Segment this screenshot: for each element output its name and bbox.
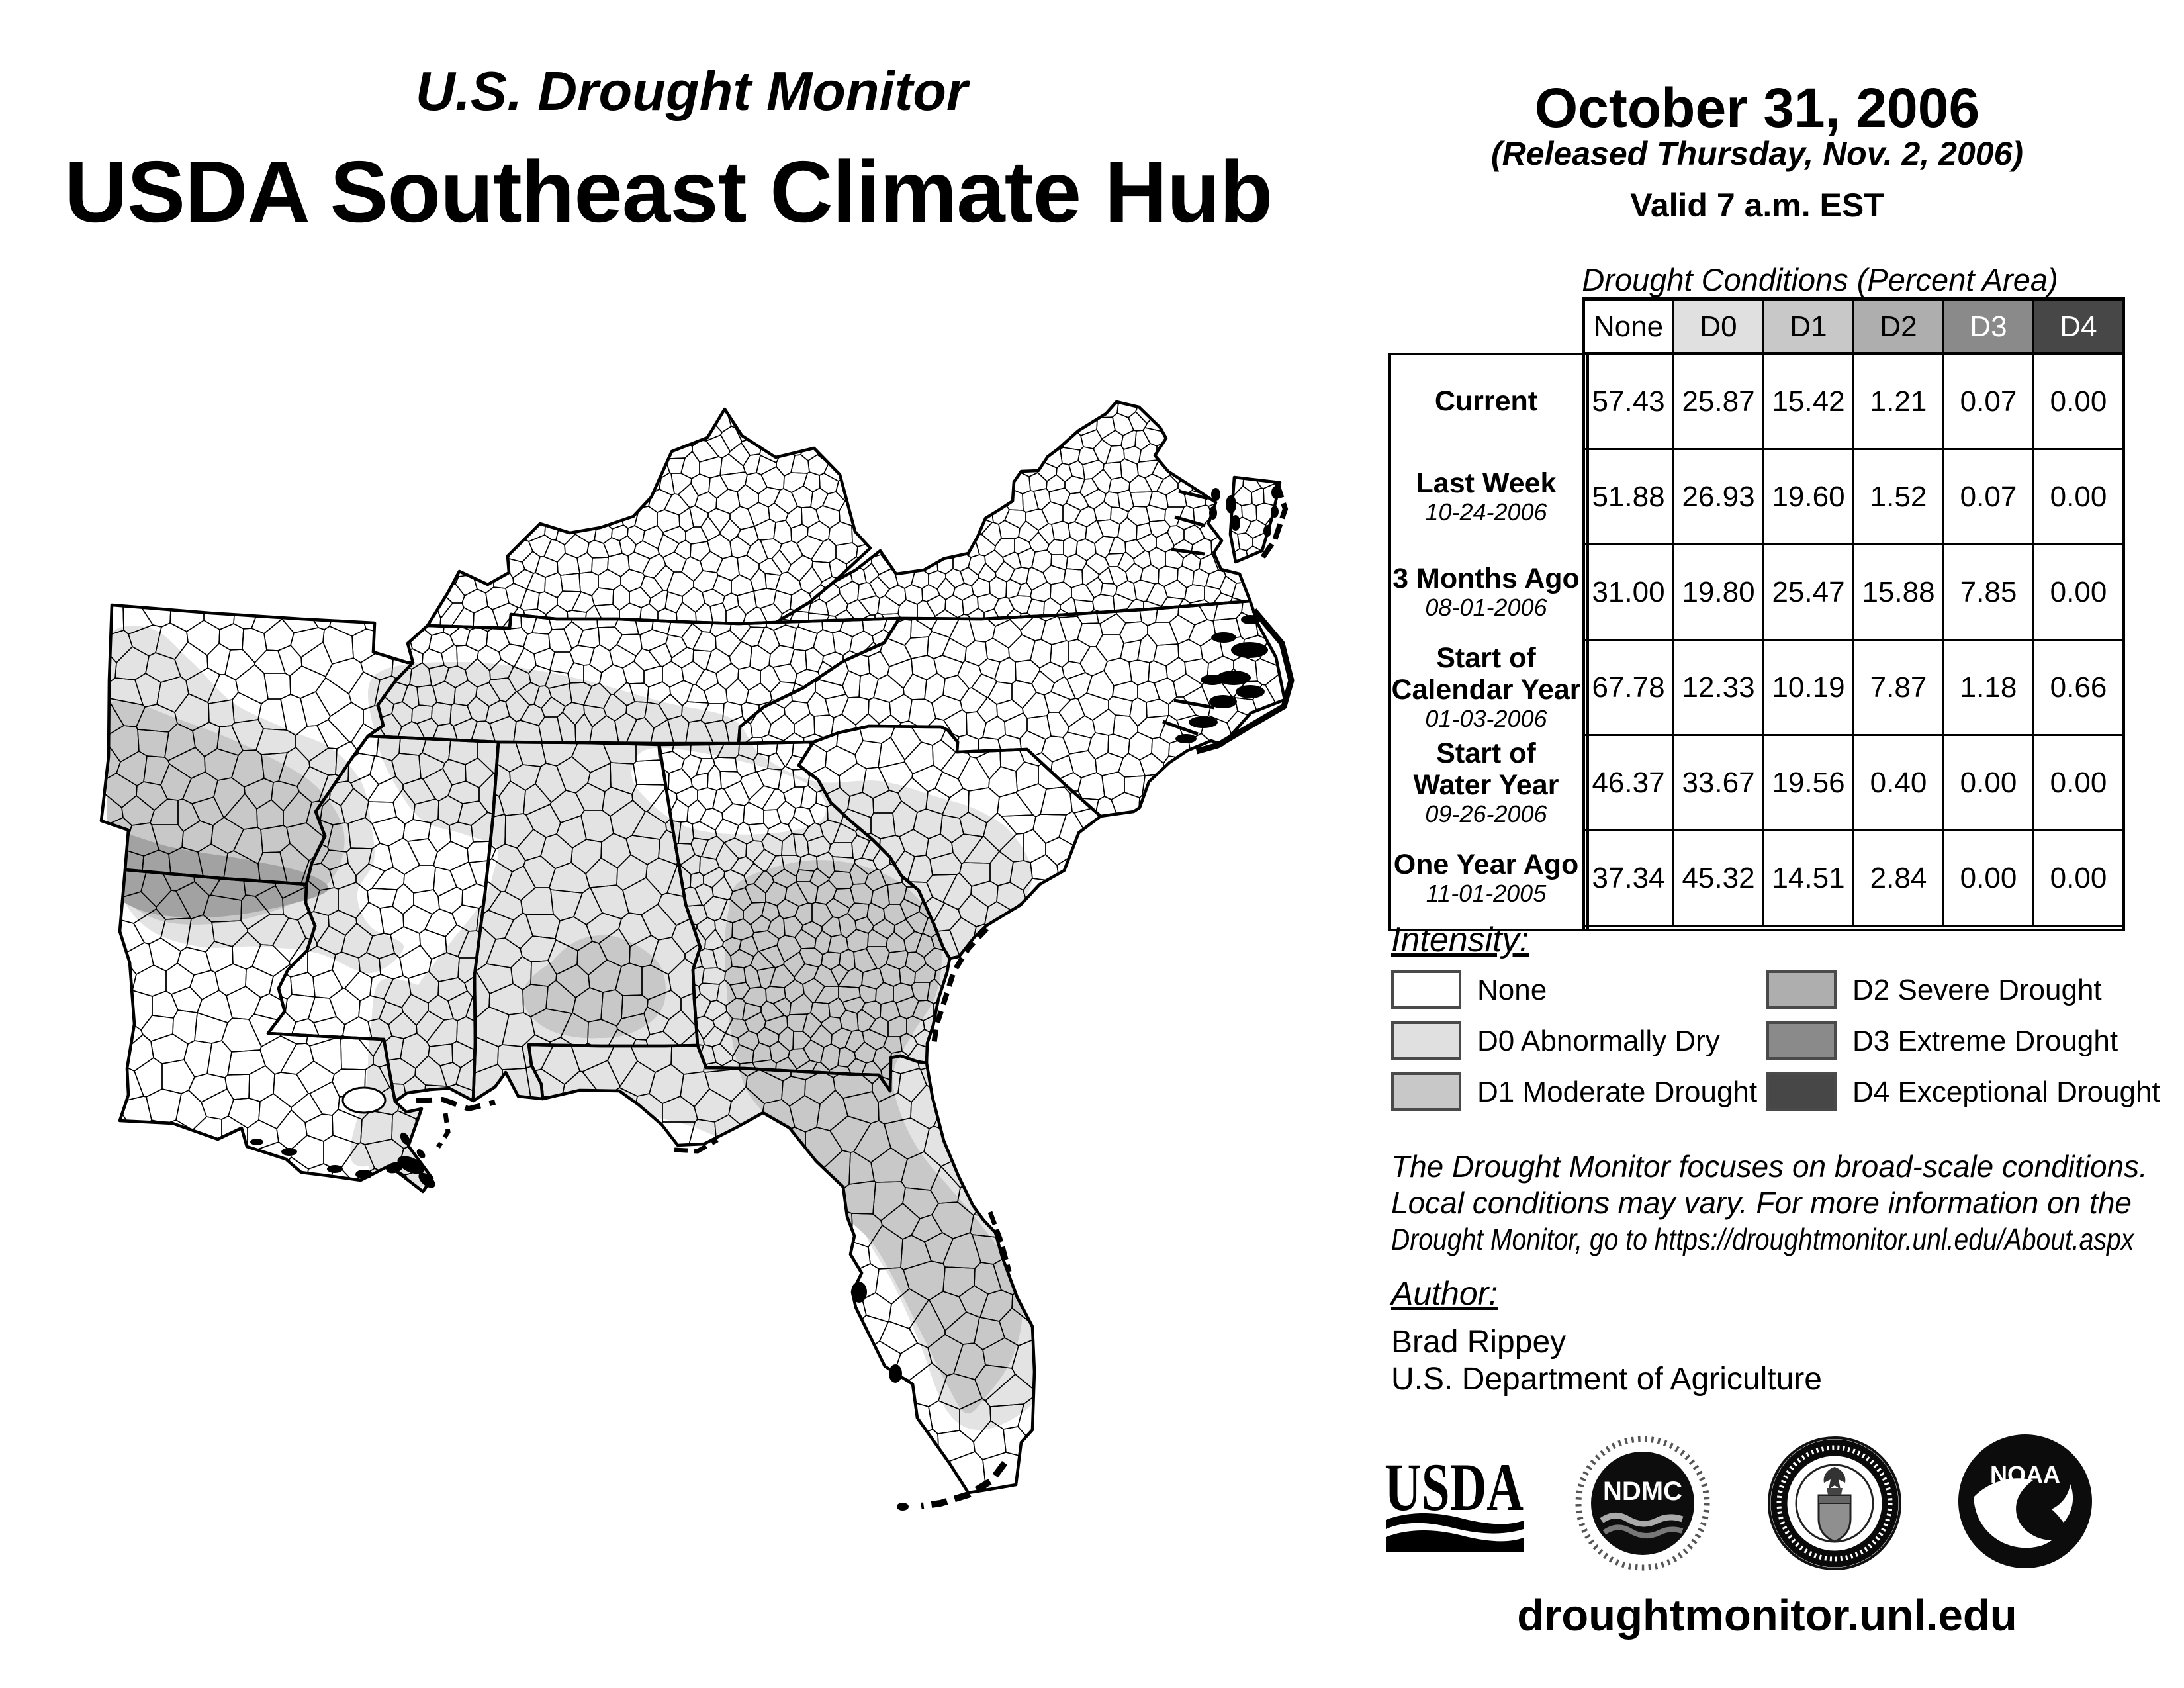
svg-text:NDMC: NDMC	[1603, 1477, 1682, 1506]
svg-text:USDA: USDA	[1385, 1450, 1524, 1525]
svg-text:NOAA: NOAA	[1990, 1461, 2060, 1488]
